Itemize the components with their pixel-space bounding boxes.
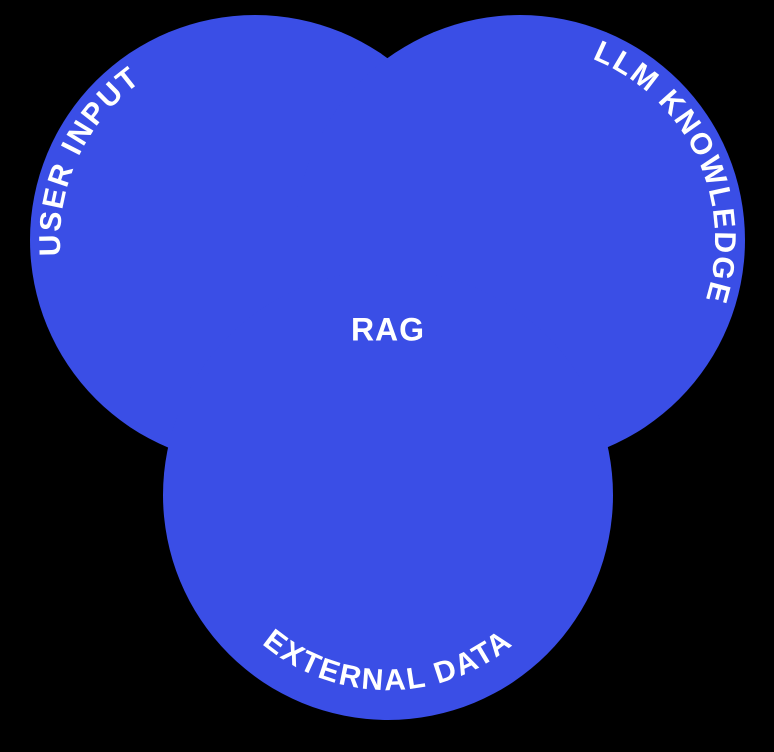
venn-diagram: USER INPUT LLM KNOWLEDGE EXTERNAL DATA R… xyxy=(0,0,774,752)
center-label: RAG xyxy=(351,312,425,349)
